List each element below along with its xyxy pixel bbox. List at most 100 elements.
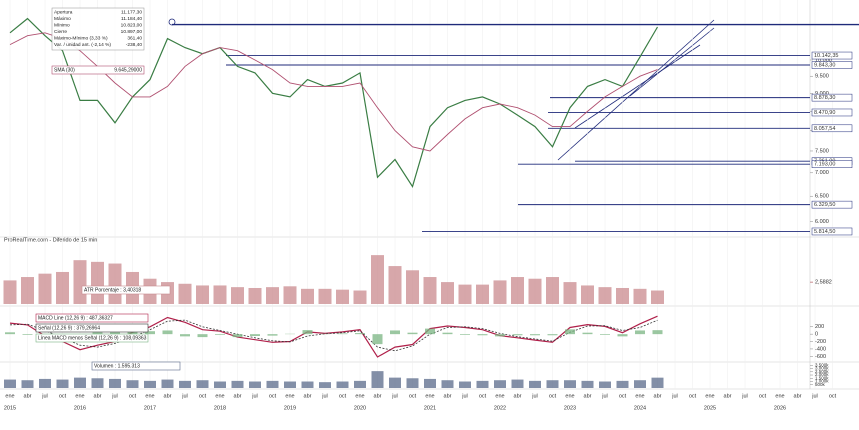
x-tick-label: oct <box>759 393 767 399</box>
x-tick-label: jul <box>811 393 818 399</box>
bar <box>355 333 365 335</box>
year-label: 2021 <box>424 405 436 411</box>
legend-name: ATR Porcentaje : 3,40318 <box>84 287 141 293</box>
bar <box>546 277 559 304</box>
bar <box>617 334 628 337</box>
bar <box>406 378 419 388</box>
bar <box>301 288 314 304</box>
legend-box <box>35 323 149 333</box>
x-tick-label: oct <box>479 393 487 399</box>
x-tick-label: jul <box>601 393 608 399</box>
level-label-box <box>811 160 853 168</box>
x-tick-label: abr <box>24 393 32 399</box>
level-label-box <box>811 108 853 117</box>
bar <box>441 380 454 388</box>
source: ProRealTime.com - Diferido de 15 min <box>4 237 97 243</box>
bar <box>21 380 34 388</box>
x-tick-label: jul <box>531 393 538 399</box>
bar <box>477 334 488 336</box>
level-label-box <box>811 51 853 60</box>
level-label: 8.470,90 <box>814 110 835 116</box>
bar <box>74 377 86 388</box>
x-tick-label: oct <box>619 393 627 399</box>
x-tick-label: oct <box>689 393 697 399</box>
bar <box>197 334 208 338</box>
bar <box>91 378 104 388</box>
bar <box>110 332 120 335</box>
legend-name: Volumen : 1.595.313 <box>94 363 140 369</box>
series-line <box>9 319 658 352</box>
bar <box>108 263 122 304</box>
x-tick-label: oct <box>339 393 347 399</box>
bar <box>232 334 243 338</box>
bar <box>371 371 384 388</box>
year-label: 2025 <box>704 405 716 411</box>
bar <box>389 377 401 388</box>
x-tick-label: ene <box>355 393 364 399</box>
y-tick-label: 9.000 <box>815 91 829 97</box>
level-label-box <box>811 227 853 236</box>
bar <box>283 286 297 304</box>
legend-name: MACD Line (12,26 9) : 487,36327 <box>38 315 113 321</box>
bar <box>196 285 209 304</box>
bar <box>635 330 645 335</box>
info-label: Máximo-Mínimo (3,33 %) <box>54 35 108 41</box>
bar <box>406 270 419 304</box>
bar <box>21 277 34 304</box>
bar <box>250 334 260 336</box>
bar <box>424 378 436 388</box>
y-tick-label: 6.000 <box>815 219 829 225</box>
bar <box>512 334 523 336</box>
y-tick-label: 1.500k <box>815 375 829 380</box>
year-label: 2018 <box>214 405 226 411</box>
bar <box>213 285 227 304</box>
bar <box>565 329 575 335</box>
info-value: 10.897,00 <box>121 29 143 35</box>
x-tick-label: abr <box>234 393 242 399</box>
bar <box>92 332 103 335</box>
y-tick-label: 6.500 <box>815 194 829 200</box>
year-label: 2022 <box>494 405 506 411</box>
bar <box>180 334 190 337</box>
bar <box>215 334 225 335</box>
bar <box>354 380 366 388</box>
y-tick-label: -200 <box>815 339 826 345</box>
legend-value: 9.645,29000 <box>114 67 142 73</box>
bar <box>231 287 244 304</box>
bar <box>458 284 472 304</box>
bar <box>546 380 559 388</box>
x-tick-label: abr <box>304 393 312 399</box>
bar <box>598 287 612 304</box>
bar <box>390 330 400 335</box>
bar <box>266 287 279 304</box>
x-tick-label: abr <box>444 393 452 399</box>
x-tick-label: oct <box>59 393 67 399</box>
x-tick-label: jul <box>111 393 118 399</box>
info-value: 361,40 <box>127 35 142 41</box>
x-tick-label: oct <box>199 393 207 399</box>
bar <box>56 379 69 388</box>
bar <box>196 380 209 388</box>
x-tick-label: abr <box>164 393 172 399</box>
level-label-box <box>811 61 853 69</box>
bar <box>459 381 471 388</box>
bar <box>318 288 332 304</box>
bar <box>651 377 664 388</box>
x-tick-label: ene <box>75 393 84 399</box>
bar <box>616 380 629 388</box>
bar <box>371 255 384 304</box>
bar <box>319 382 331 388</box>
bar <box>634 380 646 388</box>
bar <box>599 381 611 388</box>
year-label: 2017 <box>144 405 156 411</box>
year-label: 2016 <box>74 405 86 411</box>
bar <box>109 378 121 388</box>
bar <box>231 380 244 388</box>
x-tick-label: ene <box>285 393 294 399</box>
y-tick-label: -400 <box>815 346 826 352</box>
bar <box>336 381 349 388</box>
bar <box>582 332 593 335</box>
bar <box>4 379 16 388</box>
legend-box <box>81 285 171 295</box>
